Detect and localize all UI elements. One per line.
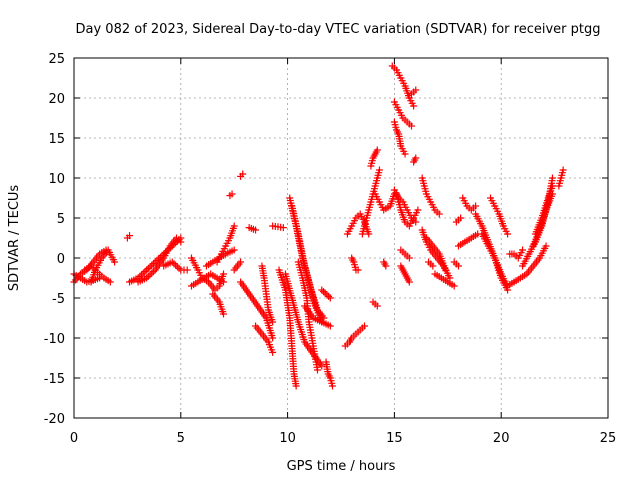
y-axis-label: SDTVAR / TECUs [7,185,22,292]
data-point-marker [149,260,157,268]
data-point-marker [435,210,443,218]
data-point-marker [252,226,260,234]
data-point-marker [237,258,245,266]
data-point-marker [373,302,381,310]
data-point-marker [326,294,334,302]
data-point-marker [220,270,228,278]
data-point-marker [230,222,238,230]
y-tick-label: 20 [48,92,65,107]
data-point-marker [410,102,418,110]
data-point-marker [412,218,420,226]
data-point-marker [314,366,322,374]
data-point-marker [292,382,300,390]
data-point-marker [412,154,420,162]
data-point-marker [144,272,152,280]
data-point-marker [323,291,331,299]
data-point-marker [172,261,180,269]
data-point-marker [375,166,383,174]
y-tick-label: -10 [44,332,65,347]
data-point-marker [148,269,156,277]
data-point-marker [519,246,527,254]
plot-frame [73,57,609,419]
data-point-marker [279,224,287,232]
data-point-marker [149,268,157,276]
data-point-marker [454,262,462,270]
x-tick-label: 10 [279,431,296,446]
y-tick-label: -15 [44,372,65,387]
x-tick-label: 15 [386,431,403,446]
data-points [70,62,567,390]
data-point-marker [542,242,550,250]
data-point-marker [146,271,154,279]
data-point-marker [126,232,134,240]
y-tick-label: -5 [52,292,65,307]
data-point-marker [457,214,465,222]
grid-layer [74,58,608,418]
data-point-marker [111,258,119,266]
data-point-marker [318,362,326,370]
data-point-marker [559,166,567,174]
data-point-marker [183,266,191,274]
data-point-marker [405,278,413,286]
data-point-marker [382,262,390,270]
y-tick-label: 10 [48,172,65,187]
data-point-marker [414,206,422,214]
data-point-marker [504,230,512,238]
data-point-marker [269,348,277,356]
x-tick-label: 0 [70,431,78,446]
data-point-marker [269,318,277,326]
y-tick-label: 25 [48,52,65,67]
y-tick-label: 15 [48,132,65,147]
data-point-marker [173,263,181,271]
data-point-marker [230,246,238,254]
data-point-marker [472,202,480,210]
chart-title: Day 082 of 2023, Sidereal Day-to-day VTE… [76,22,601,37]
data-point-marker [401,150,409,158]
data-point-marker [239,170,247,178]
data-point-marker [137,271,145,279]
x-tick-label: 20 [493,431,510,446]
data-point-marker [360,322,368,330]
data-point-marker [170,260,178,268]
data-point-marker [373,146,381,154]
data-point-marker [321,289,329,297]
data-point-marker [228,190,236,198]
data-point-marker [326,322,334,330]
x-tick-label: 25 [600,431,617,446]
x-tick-label: 5 [177,431,185,446]
data-point-marker [548,174,556,182]
data-point-marker [141,268,149,276]
data-point-marker [365,230,373,238]
x-axis-label: GPS time / hours [287,459,396,474]
data-point-marker [318,286,326,294]
data-point-marker [325,292,333,300]
data-point-marker [144,264,152,272]
data-point-marker [442,266,450,274]
data-point-marker [407,122,415,130]
data-point-marker [139,269,147,277]
y-tick-label: 0 [57,252,65,267]
axis-ticks: -20 -15 -10 -5 0 5 10 15 20 25 0 5 10 15 20 25 [44,52,617,446]
data-point-marker [106,278,114,286]
data-point-marker [175,264,183,272]
data-point-marker [269,334,277,342]
y-tick-label: -20 [44,412,65,427]
data-point-marker [146,263,154,271]
data-point-marker [168,258,176,266]
data-point-marker [143,266,151,274]
data-point-marker [177,238,185,246]
data-point-marker [319,288,327,296]
data-point-marker [548,182,556,190]
data-point-marker [354,266,362,274]
data-point-marker [143,274,151,282]
data-point-marker [450,282,458,290]
data-point-marker [328,382,336,390]
data-point-marker [220,310,228,318]
data-point-marker [148,261,156,269]
data-point-marker [412,86,420,94]
data-point-marker [405,254,413,262]
y-tick-label: 5 [57,212,65,227]
data-point-marker [429,262,437,270]
